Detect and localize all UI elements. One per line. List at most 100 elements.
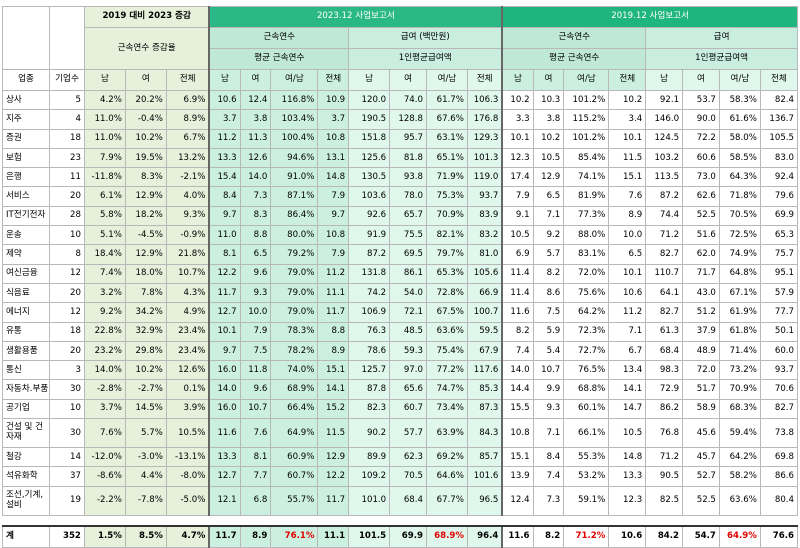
value-cell: 73.8 [759,418,799,449]
value-cell: 6.8 [239,485,272,516]
value-cell: 21.8% [165,244,210,265]
value-cell: 83.9 [466,205,503,227]
value-cell: 60.7 [389,398,427,420]
value-cell: 5.8% [83,205,126,227]
value-cell: 30 [49,379,85,400]
value-cell: 63.6% [425,321,468,342]
table-row: 자동차.부품 30 -2.8% -2.7% 0.1% 14.0 9.6 68.9% 14.1 87… [1,379,799,400]
value-cell: 87.2 [645,186,684,207]
value-cell: 23.4% [165,340,210,362]
value-cell: 58.5% [718,147,761,169]
subheader-pay-2019-b: 1인평균급여액 [645,48,798,70]
value-cell: 20 [49,282,85,304]
value-cell: 106.9 [348,302,391,323]
value-cell: 10.1 [501,128,534,149]
column-header-count: 기업수 [49,69,85,91]
value-cell: 22.8% [83,321,126,342]
value-cell: 51.6 [682,225,720,246]
value-cell: 14.0 [239,167,272,188]
value-cell: 12.7 [208,466,241,487]
value-cell: 90.5 [645,466,684,487]
value-cell: 10.7 [239,398,272,420]
value-cell: 11.6 [501,524,534,548]
value-cell: 4.4% [124,466,167,487]
table-row: 서비스 20 6.1% 12.9% 4.0% 8.4 7.3 87.1% 7.9 103.6 78.… [1,186,799,207]
value-cell: 11.6 [501,302,534,323]
value-cell: 95.7 [389,128,427,149]
value-cell: 11.5 [317,418,350,449]
industry-name: 지주 [1,109,51,130]
value-cell: 53.2% [563,466,610,487]
value-cell: 9.6 [239,379,272,400]
value-cell: 58.3% [718,89,761,111]
corner-cell-2 [49,6,85,70]
value-cell: 37 [49,466,85,487]
value-cell: 64.8% [718,263,761,284]
value-cell: 85.3 [466,379,503,400]
subheader-pay-2019: 급여 [645,27,798,49]
value-cell: 68.8% [563,379,610,400]
value-cell: 20.2% [124,89,167,111]
value-cell: 52.5 [682,205,720,227]
subheader-pay-2023: 급여 (백만원) [348,27,503,49]
value-cell: 72.1 [389,302,427,323]
value-cell: 6.7 [608,340,647,362]
value-cell: 81.8 [389,147,427,169]
table-row: 보험 23 7.9% 19.5% 13.2% 13.3 12.6 94.6% 13.1 125.6… [1,147,799,169]
column-header: 남 [645,69,684,91]
value-cell: 8.5% [124,524,167,548]
value-cell: 76.1% [270,524,319,548]
value-cell: 4.2% [83,89,126,111]
value-cell: 58.2% [718,466,761,487]
value-cell: 72.0% [563,263,610,284]
value-cell: 71.2 [645,225,684,246]
value-cell: 13.3 [208,147,241,169]
value-cell: 69.5 [389,244,427,265]
value-cell: -13.1% [165,447,210,468]
value-cell: 10.1 [608,128,647,149]
column-header: 남 [83,69,126,91]
value-cell: 101.3 [466,147,503,169]
value-cell: 87.1% [270,186,319,207]
value-cell: 125.6 [348,147,391,169]
column-header: 여/남 [270,69,319,91]
value-cell: 7.8% [124,282,167,304]
value-cell: 10.1 [208,321,241,342]
value-cell: -5.0% [165,485,210,516]
value-cell: 11.4 [501,263,534,284]
value-cell: 62.6 [682,186,720,207]
value-cell: 68.9% [270,379,319,400]
value-cell: 66.1% [563,418,610,449]
value-cell: 12.3 [608,485,647,516]
value-cell: 59.1% [563,485,610,516]
value-cell: 12.3 [501,147,534,169]
value-cell: -2.8% [83,379,126,400]
value-cell: 5.7 [532,244,565,265]
value-cell: 67.6% [425,109,468,130]
industry-name: 여신금융 [1,263,51,284]
column-header: 전체 [165,69,210,91]
column-header: 여/남 [718,69,761,91]
value-cell: 10 [49,225,85,246]
subheader-pay-2023-b: 1인평균급여액 [348,48,503,70]
value-cell: 70.5 [389,466,427,487]
industry-name: 식음료 [1,282,51,304]
value-cell: 60.0 [759,340,799,362]
value-cell: 18 [49,321,85,342]
value-cell: 6.5 [532,186,565,207]
value-cell: 68.4 [645,340,684,362]
column-header: 여/남 [563,69,610,91]
value-cell: 37.9 [682,321,720,342]
value-cell: 23 [49,147,85,169]
value-cell: -11.8% [83,167,126,188]
value-cell: 18.4% [83,244,126,265]
value-cell: 18 [49,128,85,149]
table-row: 에너지 12 9.2% 34.2% 4.9% 12.7 10.0 79.0% 11.7 106.9… [1,302,799,323]
value-cell: 64.1 [645,282,684,304]
value-cell: 7.3 [239,186,272,207]
value-cell: 57.7 [389,418,427,449]
industry-name: 계 [1,524,51,548]
value-cell: 9.3% [165,205,210,227]
column-header-industry: 업종 [1,69,51,91]
value-cell: 71.8% [718,186,761,207]
